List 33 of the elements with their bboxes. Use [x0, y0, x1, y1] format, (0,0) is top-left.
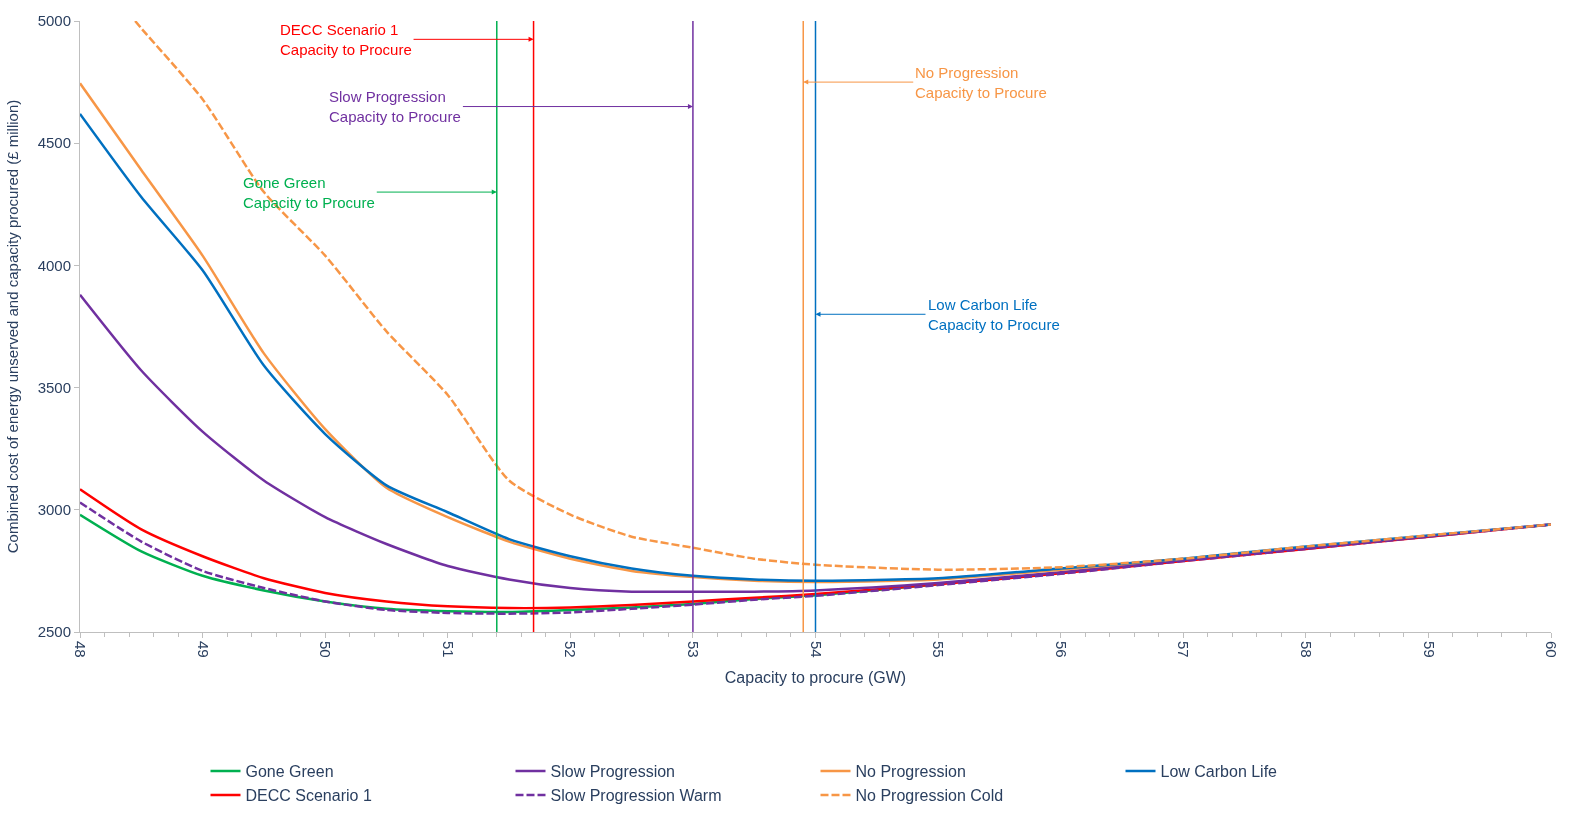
x-tick-label: 57	[1175, 641, 1193, 658]
y-axis-title: Combined cost of energy unserved and capacity procured (£ million)	[3, 99, 21, 554]
legend-label: Slow Progression	[550, 763, 675, 781]
x-tick-label: 56	[1052, 641, 1070, 658]
x-tick-label: 54	[807, 641, 825, 658]
ref-line-label: DECC Scenario 1 Capacity to Procure	[280, 21, 412, 58]
y-tick-label: 4000	[37, 256, 71, 274]
legend-label: No Progression Cold	[855, 787, 1004, 805]
x-tick-label: 50	[317, 641, 335, 658]
legend-label: DECC Scenario 1	[245, 787, 372, 805]
y-tick-label: 5000	[37, 12, 71, 30]
ref-line-label: Low Carbon Life Capacity to Procure	[928, 296, 1060, 333]
ref-line-label: Slow Progression Capacity to Procure	[329, 88, 461, 125]
x-tick-label: 51	[439, 641, 457, 658]
y-tick-label: 2500	[37, 623, 71, 641]
x-axis-title: Capacity to procure (GW)	[724, 669, 907, 687]
x-tick-label: 60	[1543, 641, 1561, 658]
x-tick-label: 52	[562, 641, 580, 658]
x-tick-label: 59	[1420, 641, 1438, 658]
legend-label: Slow Progression Warm	[550, 787, 722, 805]
x-tick-label: 53	[685, 641, 703, 658]
y-tick-label: 3500	[37, 378, 71, 396]
y-tick-label: 4500	[37, 134, 71, 152]
x-tick-label: 49	[194, 641, 212, 658]
x-tick-label: 58	[1297, 641, 1315, 658]
legend-label: No Progression	[855, 763, 966, 781]
y-tick-label: 3000	[37, 501, 71, 519]
legend-label: Low Carbon Life	[1160, 763, 1278, 781]
x-tick-label: 48	[72, 641, 90, 658]
legend-label: Gone Green	[245, 763, 334, 781]
ref-line-label: No Progression Capacity to Procure	[915, 64, 1047, 101]
ref-line-label: Gone Green Capacity to Procure	[243, 174, 375, 211]
x-tick-label: 55	[930, 641, 948, 658]
